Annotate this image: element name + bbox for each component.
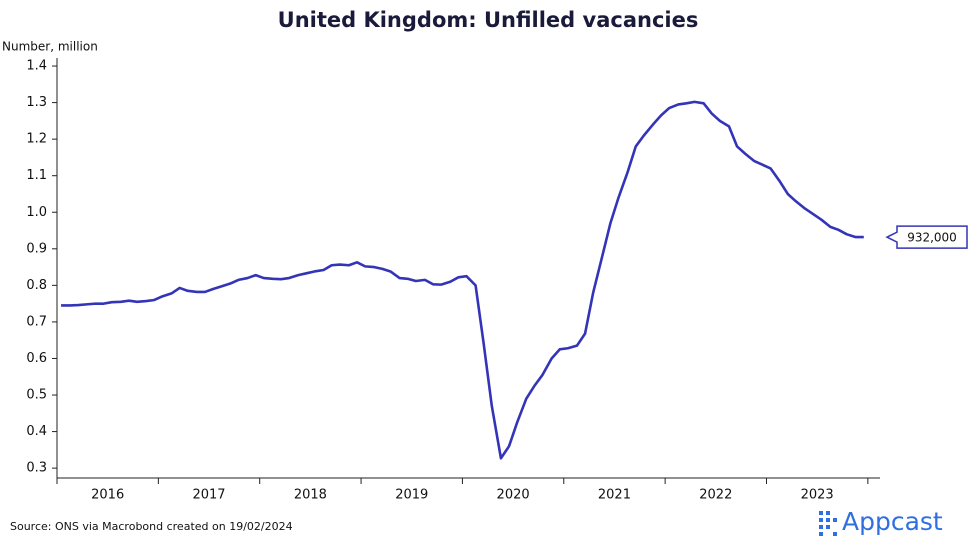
brand-name: Appcast: [842, 507, 943, 536]
y-tick-label: 1.0: [26, 205, 47, 220]
y-tick-label: 0.7: [26, 314, 47, 329]
y-axis-label: Number, million: [2, 40, 98, 54]
y-tick-label: 0.6: [26, 351, 47, 366]
callout-box: [885, 225, 968, 249]
y-tick-label: 0.8: [26, 278, 47, 293]
source-note: Source: ONS via Macrobond created on 19/…: [10, 520, 293, 533]
x-tick-label: 2023: [801, 488, 834, 503]
y-tick-label: 1.3: [26, 95, 47, 110]
y-tick-label: 0.5: [26, 388, 47, 403]
y-tick-label: 0.4: [26, 424, 47, 439]
brand-logo: Appcast: [819, 507, 943, 536]
y-tick-label: 0.3: [26, 461, 47, 476]
y-tick-label: 1.2: [26, 132, 47, 147]
y-tick-label: 0.9: [26, 241, 47, 256]
x-tick-label: 2020: [497, 488, 530, 503]
y-tick-label: 1.1: [26, 168, 47, 183]
x-tick-label: 2016: [91, 488, 124, 503]
x-tick-label: 2021: [598, 488, 631, 503]
end-callout: 932,000: [885, 225, 968, 249]
chart-title: United Kingdom: Unfilled vacancies: [278, 8, 699, 32]
series-line: [61, 100, 864, 460]
callout-label: 932,000: [907, 231, 957, 245]
x-tick-label: 2019: [395, 488, 428, 503]
x-tick-label: 2018: [294, 488, 327, 503]
x-tick-label: 2017: [192, 488, 225, 503]
x-tick-label: 2022: [699, 488, 732, 503]
y-tick-label: 1.4: [26, 59, 47, 74]
